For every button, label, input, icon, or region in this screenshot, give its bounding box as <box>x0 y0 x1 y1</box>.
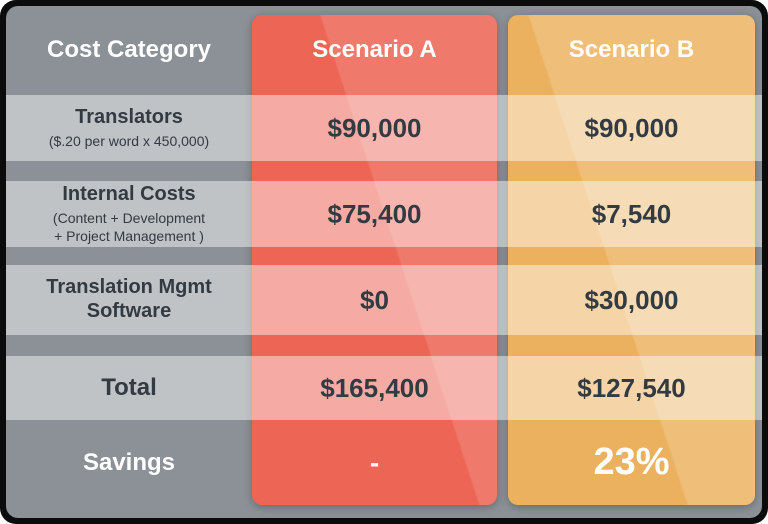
internal-costs-sublabel: (Content + Development + Project Managem… <box>52 210 206 245</box>
row-band-internal-costs <box>6 181 762 247</box>
scenario-b-header-label: Scenario B <box>568 36 695 63</box>
cell-savings-label: Savings <box>6 420 252 505</box>
cell-total-label: Total <box>6 356 252 420</box>
cell-scenario-b-total: $127,540 <box>508 356 755 420</box>
scenario-b-internal-costs-value: $7,540 <box>591 198 672 229</box>
cell-translators-label: Translators ($.20 per word x 450,000) <box>6 95 252 161</box>
scenario-a-savings-dash: - <box>369 446 380 478</box>
scenario-b-total-value: $127,540 <box>577 372 686 403</box>
column-header-cost-category: Cost Category <box>6 6 252 94</box>
row-band-translation-mgmt <box>6 265 762 335</box>
cell-internal-costs-label: Internal Costs (Content + Development + … <box>6 181 252 247</box>
cell-scenario-a-total: $165,400 <box>252 356 497 420</box>
scenario-a-card <box>252 15 497 505</box>
cell-scenario-b-savings: 23% <box>508 420 755 505</box>
cell-scenario-a-savings: - <box>252 420 497 505</box>
scenario-a-internal-costs-value: $75,400 <box>327 198 422 229</box>
column-header-scenario-b: Scenario B <box>508 6 755 94</box>
scenario-b-translation-mgmt-value: $30,000 <box>584 284 679 315</box>
cell-scenario-a-internal-costs: $75,400 <box>252 181 497 247</box>
translators-label: Translators <box>75 105 183 128</box>
scenario-b-savings-percent: 23% <box>593 441 670 483</box>
cell-translation-mgmt-label: Translation Mgmt Software <box>6 265 252 335</box>
cell-scenario-a-translators: $90,000 <box>252 95 497 161</box>
translators-sublabel: ($.20 per word x 450,000) <box>48 133 210 150</box>
scenario-b-translators-value: $90,000 <box>584 112 679 143</box>
row-band-translators <box>6 95 762 161</box>
scenario-a-translators-value: $90,000 <box>327 112 422 143</box>
savings-label: Savings <box>82 448 176 476</box>
cell-scenario-b-translation-mgmt: $30,000 <box>508 265 755 335</box>
cost-category-header-label: Cost Category <box>46 36 212 63</box>
translation-mgmt-label: Translation Mgmt Software <box>46 276 212 322</box>
cell-scenario-b-translators: $90,000 <box>508 95 755 161</box>
internal-costs-label: Internal Costs <box>62 182 196 205</box>
scenario-b-card <box>508 15 755 505</box>
table-frame: Cost Category Scenario A Scenario B Tran… <box>6 6 762 518</box>
scenario-a-total-value: $165,400 <box>320 372 429 403</box>
scenario-a-translation-mgmt-value: $0 <box>360 284 389 315</box>
row-band-total <box>6 356 762 420</box>
total-label: Total <box>101 374 157 401</box>
scenario-a-header-label: Scenario A <box>312 36 437 63</box>
column-header-scenario-a: Scenario A <box>252 6 497 94</box>
cell-scenario-a-translation-mgmt: $0 <box>252 265 497 335</box>
cell-scenario-b-internal-costs: $7,540 <box>508 181 755 247</box>
